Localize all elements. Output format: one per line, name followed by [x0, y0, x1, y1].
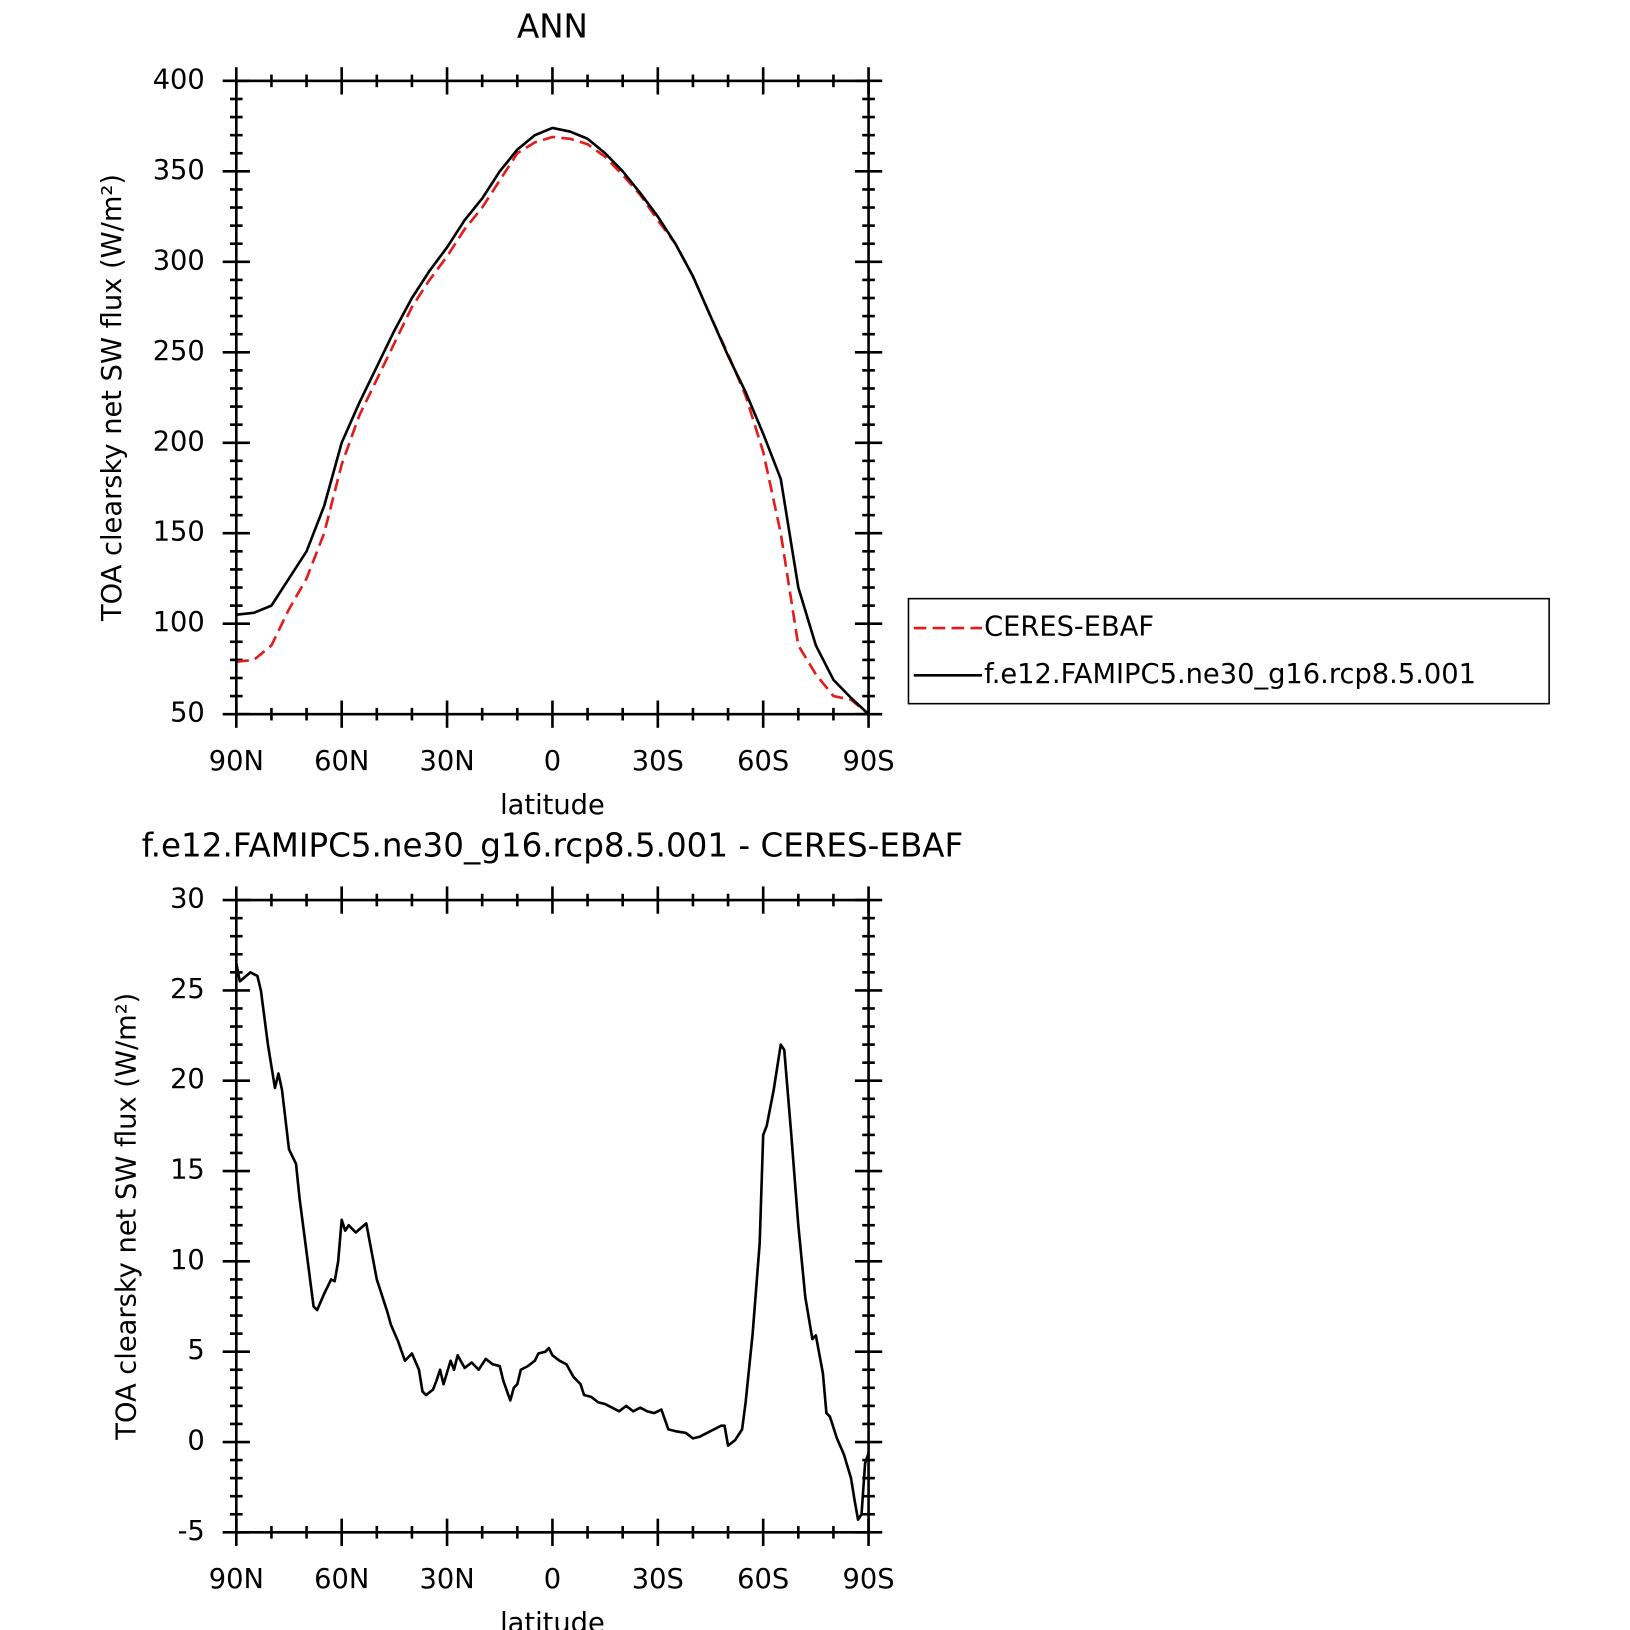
y-tick-label: 400 — [153, 64, 205, 95]
x-tick-label: 30N — [419, 1564, 474, 1595]
y-tick-label: 350 — [153, 155, 205, 186]
y-axis-label: TOA clearsky net SW flux (W/m²) — [97, 174, 128, 622]
y-tick-label: 0 — [187, 1426, 204, 1457]
x-tick-label: 30S — [632, 1564, 684, 1595]
x-axis-label: latitude — [500, 790, 605, 821]
y-tick-label: -5 — [178, 1516, 205, 1547]
data-line — [236, 135, 870, 716]
x-tick-label: 60S — [737, 746, 789, 777]
y-tick-label: 150 — [153, 517, 205, 548]
chart-title: f.e12.FAMIPC5.ne30_g16.rcp8.5.001 - CERE… — [142, 827, 964, 865]
legend-box — [907, 597, 1550, 705]
y-tick-label: 200 — [153, 426, 205, 457]
x-tick-label: 60S — [737, 1564, 789, 1595]
x-tick-label: 0 — [544, 1564, 561, 1595]
data-line — [236, 126, 870, 716]
y-tick-label: 15 — [170, 1155, 205, 1186]
x-tick-label: 60N — [314, 746, 369, 777]
x-tick-label: 90N — [209, 746, 264, 777]
x-tick-label: 90S — [843, 746, 895, 777]
legend-label: CERES-EBAF — [984, 612, 1154, 643]
plot-frame — [234, 79, 870, 716]
plot-frame — [234, 898, 870, 1534]
x-tick-label: 30N — [419, 746, 474, 777]
y-tick-label: 50 — [170, 698, 205, 729]
chart-title: ANN — [517, 7, 588, 45]
y-tick-label: 250 — [153, 336, 205, 367]
legend-label: f.e12.FAMIPC5.ne30_g16.rcp8.5.001 — [984, 659, 1476, 690]
y-tick-label: 20 — [170, 1064, 205, 1095]
x-tick-label: 90S — [843, 1564, 895, 1595]
y-tick-label: 30 — [170, 884, 205, 915]
y-tick-label: 5 — [187, 1335, 204, 1366]
y-tick-label: 100 — [153, 607, 205, 638]
data-line — [235, 963, 870, 1521]
y-axis-label: TOA clearsky net SW flux (W/m²) — [112, 993, 143, 1441]
x-axis-label: latitude — [500, 1608, 605, 1630]
y-tick-label: 300 — [153, 245, 205, 276]
y-tick-label: 25 — [170, 974, 205, 1005]
x-tick-label: 30S — [632, 746, 684, 777]
x-tick-label: 60N — [314, 1564, 369, 1595]
x-tick-label: 0 — [544, 746, 561, 777]
x-tick-label: 90N — [209, 1564, 264, 1595]
y-tick-label: 10 — [170, 1245, 205, 1276]
